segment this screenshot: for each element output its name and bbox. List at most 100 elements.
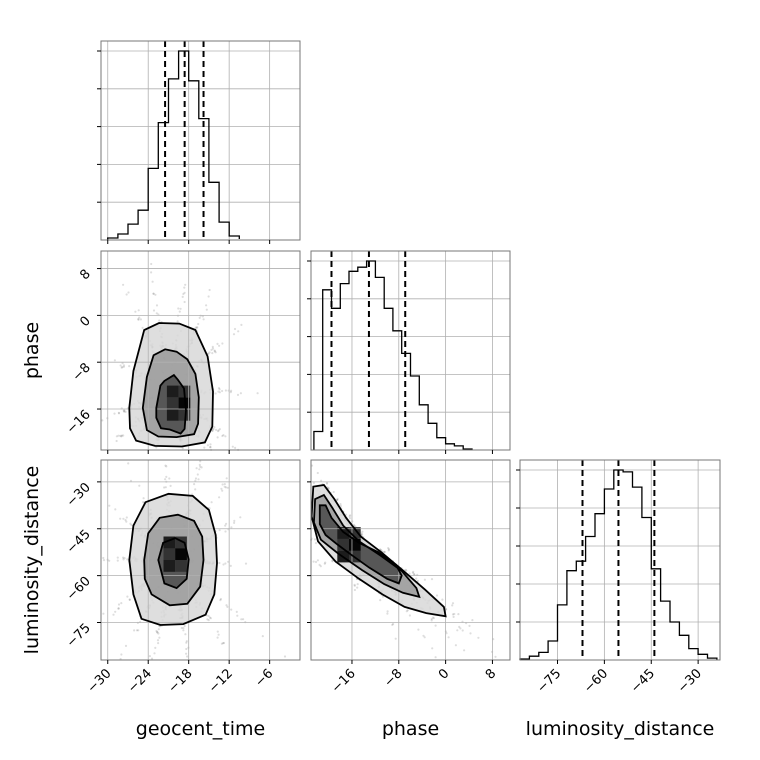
sample-point-gp: [177, 307, 180, 310]
sample-point-pl: [411, 571, 414, 574]
sample-point-pl: [356, 583, 359, 586]
ytick-label-p-3: 8: [77, 267, 93, 283]
sample-point-gl: [114, 508, 117, 511]
sample-point-gp: [181, 447, 184, 450]
sample-point-gp: [237, 330, 240, 333]
sample-point-gl: [226, 486, 229, 489]
sample-point-pl: [313, 538, 317, 541]
sample-point-pl: [447, 636, 450, 639]
sample-point-pl: [431, 647, 434, 650]
sample-point-pl: [325, 482, 329, 485]
sample-point-gp: [181, 295, 184, 298]
sample-point-pl: [332, 490, 335, 494]
sample-point-gl: [180, 626, 183, 630]
sample-point-gl: [117, 607, 120, 610]
sample-point-gl: [219, 599, 222, 602]
sample-point-gl: [154, 646, 157, 650]
sample-point-gl: [244, 562, 248, 565]
xlabel-geocent_time: geocent_time: [136, 718, 265, 740]
ytick-label-p-2: 0: [77, 314, 93, 330]
sample-point-gp: [141, 326, 144, 329]
sample-point-gp: [183, 291, 186, 294]
sample-point-gp: [125, 293, 128, 296]
sample-point-gl: [102, 556, 105, 560]
sample-point-gl: [218, 529, 221, 532]
sample-point-pl: [405, 610, 408, 613]
sample-point-gl: [283, 655, 287, 658]
sample-point-pl: [451, 613, 455, 616]
sample-point-pl: [348, 517, 352, 520]
sample-point-gp: [209, 445, 212, 449]
sample-point-pl: [353, 584, 356, 587]
contour-pl-1: [312, 493, 421, 599]
sample-point-gl: [224, 486, 228, 489]
sample-point-pl: [318, 563, 321, 567]
sample-point-gp: [232, 333, 236, 336]
xtick-label-p-1: −8: [381, 666, 405, 690]
contour-gl-1: [143, 513, 205, 607]
sample-point-pl: [432, 617, 435, 620]
sample-point-gl: [102, 559, 106, 562]
sample-point-gp: [123, 409, 126, 412]
sample-point-gl: [194, 477, 198, 480]
sample-point-pl: [383, 550, 386, 554]
sample-point-gl: [261, 635, 264, 638]
sample-point-pl: [319, 565, 322, 568]
sample-point-gl: [240, 618, 243, 621]
sample-point-gp: [233, 327, 237, 331]
sample-point-gp: [218, 344, 221, 347]
sample-point-pl: [406, 609, 409, 612]
sample-point-gp: [138, 316, 141, 319]
sample-point-pl: [463, 649, 466, 652]
sample-point-gp: [137, 317, 140, 321]
xlabel-luminosity_distance: luminosity_distance: [526, 718, 715, 740]
sample-point-gp: [122, 364, 126, 367]
sample-point-pl: [314, 542, 318, 545]
sample-point-gl: [230, 526, 233, 529]
sample-point-gl: [168, 477, 171, 480]
ytick-label-l-3: −30: [64, 480, 94, 510]
panel-bg-g: [101, 41, 300, 240]
contour-layer: [128, 322, 447, 626]
sample-point-gl: [219, 597, 222, 601]
sample-point-pl: [416, 579, 420, 582]
sample-point-pl: [452, 615, 455, 619]
sample-point-gl: [116, 556, 119, 559]
sample-point-gp: [207, 295, 210, 298]
sample-point-pl: [336, 497, 339, 500]
sample-point-gl: [218, 496, 221, 499]
sample-point-gp: [178, 310, 181, 313]
ytick-label-p-1: −8: [70, 360, 94, 384]
sample-point-gl: [165, 475, 168, 478]
sample-point-gp: [230, 389, 233, 392]
sample-point-pl: [422, 634, 425, 637]
sample-point-gl: [157, 632, 160, 635]
sample-point-gp: [215, 428, 218, 431]
sample-point-gp: [196, 326, 199, 329]
contour-gp-2: [128, 322, 214, 448]
sample-point-gp: [182, 292, 185, 296]
sample-point-gl: [157, 628, 160, 631]
xtick-label-g-1: −24: [125, 666, 155, 696]
sample-point-gp: [213, 349, 216, 352]
sample-point-pl: [413, 572, 416, 576]
density-cell-gl: [163, 536, 176, 549]
sample-point-gl: [138, 484, 141, 487]
sample-point-gl: [129, 522, 132, 525]
sample-point-gp: [216, 436, 219, 439]
sample-point-gl: [128, 598, 131, 602]
density-cell-pl: [349, 538, 361, 551]
sample-point-gl: [155, 629, 158, 633]
sample-point-gl: [208, 507, 211, 510]
sample-point-gp: [211, 352, 214, 355]
sample-point-gl: [183, 624, 186, 628]
sample-point-gp: [115, 439, 118, 443]
sample-point-gp: [137, 309, 140, 312]
sample-point-gl: [184, 633, 187, 636]
sample-point-gl: [142, 497, 145, 500]
xtick-label-g-4: −6: [252, 666, 276, 690]
ytick-label-l-2: −45: [64, 527, 94, 557]
sample-point-gl: [220, 487, 223, 490]
sample-point-gl: [224, 562, 227, 565]
sample-point-gl: [242, 618, 245, 621]
